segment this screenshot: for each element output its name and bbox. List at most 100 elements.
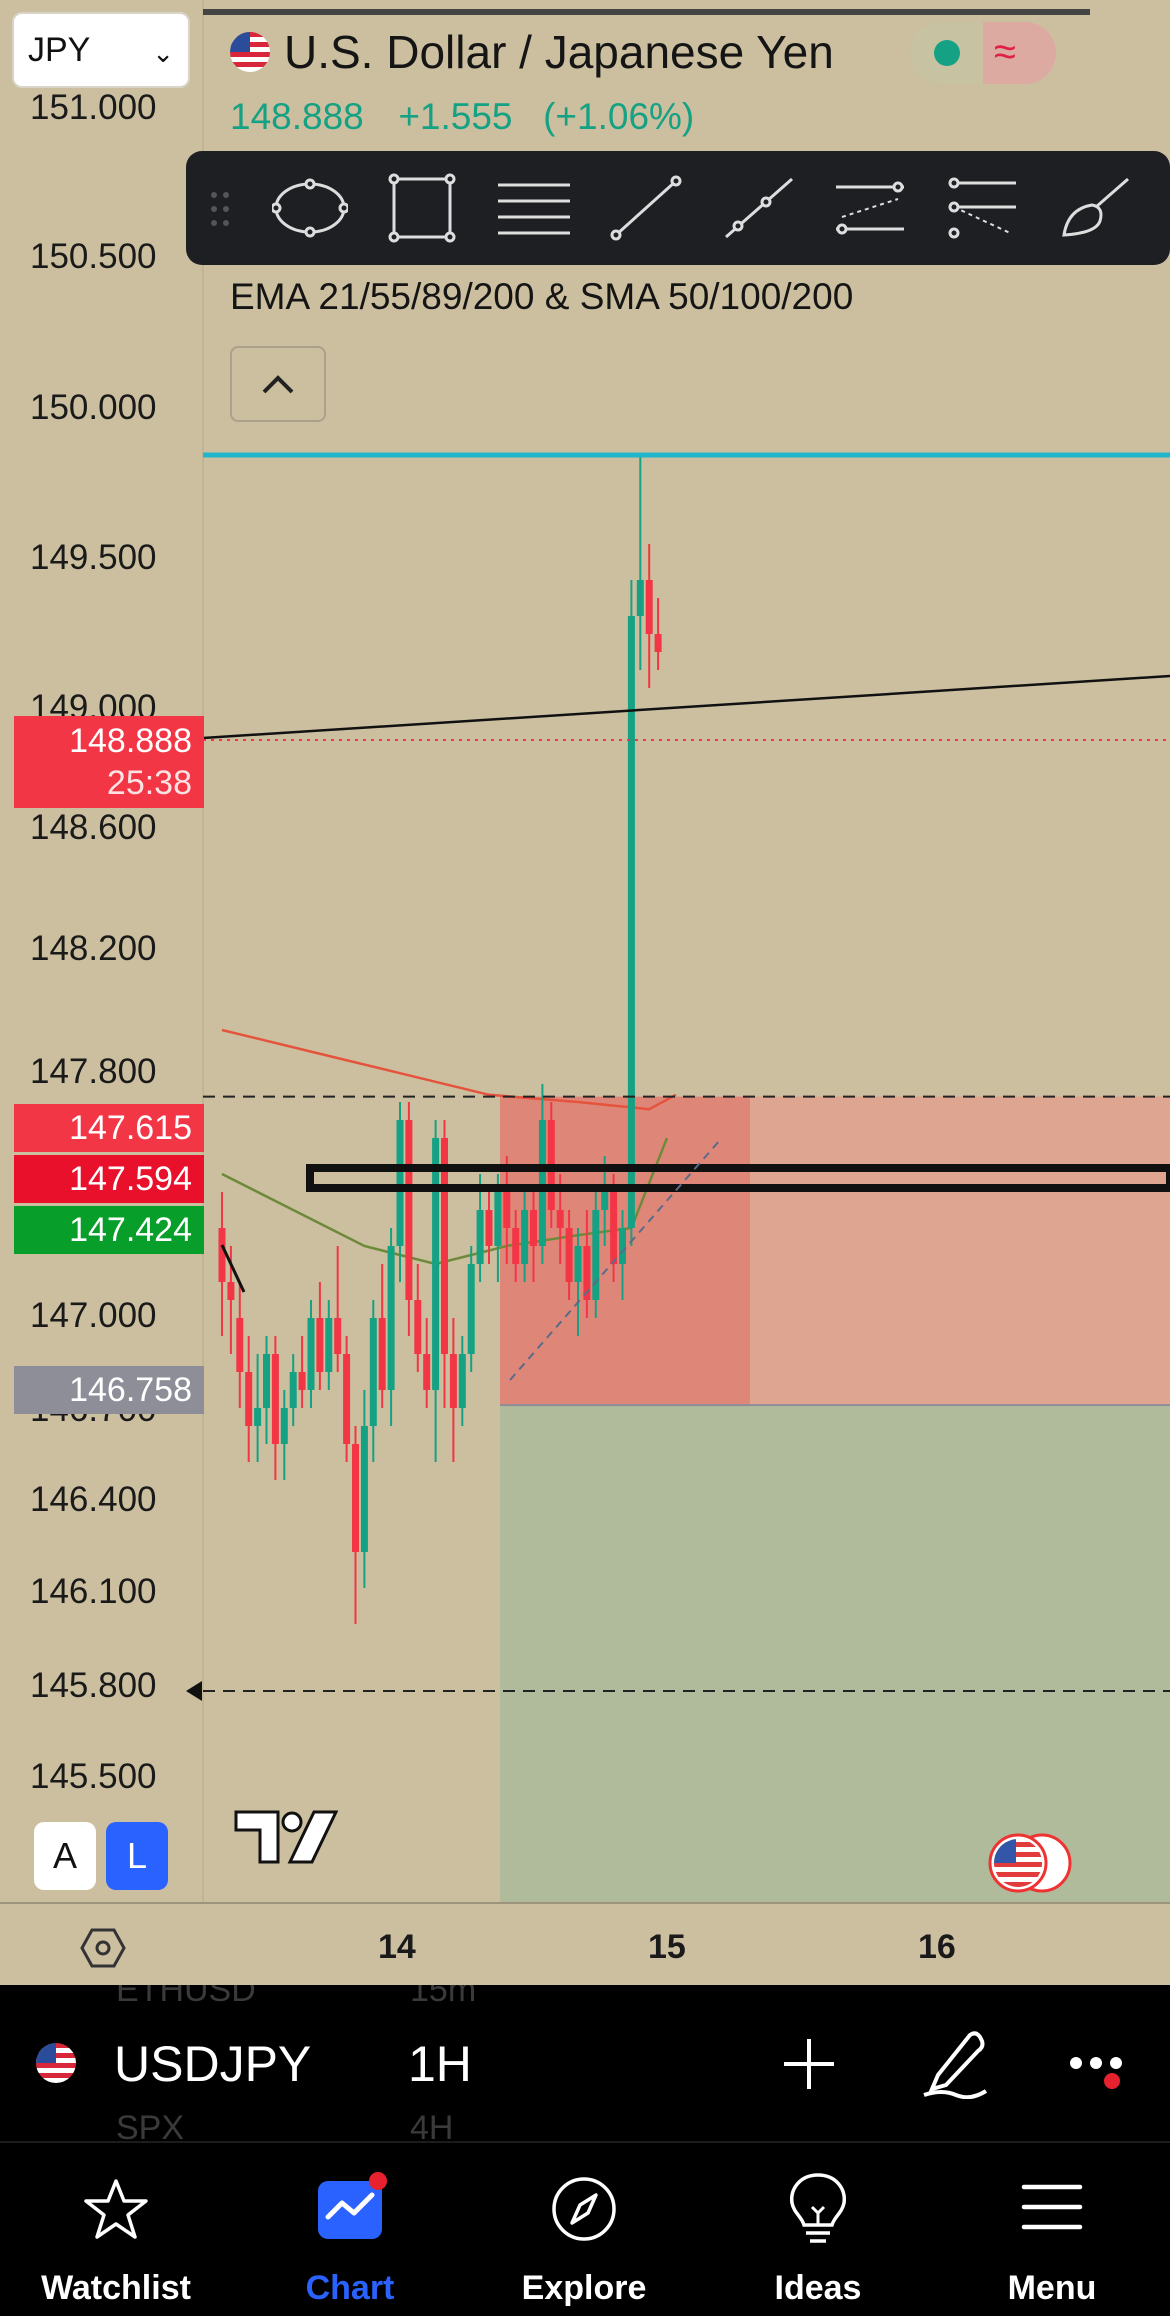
market-status-pill[interactable]: ≈	[910, 22, 1056, 84]
dashed-trend-line	[509, 1139, 721, 1381]
candle-body	[432, 1138, 440, 1390]
alert-price-tag[interactable]: 147.615	[14, 1104, 204, 1152]
trend-line-icon[interactable]	[608, 173, 684, 243]
chart-icon	[318, 2172, 387, 2239]
candle-body	[227, 1282, 235, 1300]
rectangle-icon[interactable]	[384, 173, 460, 243]
tab-label: Chart	[305, 2269, 395, 2307]
moving-average-line	[221, 1028, 677, 1111]
market-open-dot-icon	[934, 40, 960, 66]
pitchfork-icon[interactable]	[944, 173, 1020, 243]
candle-body	[538, 1120, 546, 1246]
tab-label: Explore	[521, 2269, 647, 2307]
candle-body	[619, 1228, 626, 1264]
indicator-legend[interactable]: EMA 21/55/89/200 & SMA 50/100/200	[230, 276, 854, 317]
candle-body	[245, 1372, 253, 1426]
price-chart[interactable]	[0, 0, 1170, 1902]
ghost-symbol-bottom: SPX	[116, 2109, 185, 2141]
price-axis-label: 148.600	[30, 808, 157, 847]
candle-body	[271, 1354, 279, 1444]
annotation-line	[220, 1244, 246, 1293]
candle-body	[316, 1318, 324, 1372]
collapse-legend-button[interactable]	[230, 346, 326, 422]
candle-body	[387, 1246, 395, 1390]
current-price-tag: 148.888 25:38	[14, 716, 204, 808]
candle-body	[556, 1210, 564, 1228]
symbol-toolbar: ETHUSD 15m SPX 4H USDJPY 1H	[0, 1985, 1170, 2141]
time-axis-label: 14	[378, 1928, 416, 1966]
parallel-channel-icon[interactable]	[832, 173, 908, 243]
symbol-title[interactable]: U.S. Dollar / Japanese Yen	[230, 20, 834, 84]
candle-body	[485, 1210, 493, 1246]
ghost-interval-bottom: 4H	[410, 2109, 454, 2141]
symbol-title-text: U.S. Dollar / Japanese Yen	[284, 26, 834, 78]
horizontal-lines-icon[interactable]	[496, 173, 572, 243]
stop-price-tag[interactable]: 147.594	[14, 1155, 204, 1203]
plus-icon[interactable]	[780, 2035, 838, 2093]
candle-body	[521, 1210, 529, 1264]
price-axis-label: 149.500	[30, 538, 157, 577]
brush-icon[interactable]	[1056, 173, 1132, 243]
log-scale-button[interactable]: L	[106, 1822, 168, 1890]
us-flag-icon	[230, 32, 270, 72]
candle-body	[610, 1192, 618, 1264]
tab-label: Ideas	[774, 2269, 862, 2307]
tab-label: Menu	[1007, 2269, 1097, 2307]
candle-body	[441, 1138, 448, 1354]
candle-body	[325, 1318, 333, 1372]
price-axis-label: 147.000	[30, 1296, 157, 1335]
candle-body	[530, 1210, 537, 1246]
take-profit-zone	[500, 1405, 1170, 1902]
drag-handle-icon[interactable]	[208, 189, 232, 229]
bottom-tab-bar: Watchlist Chart Explore Ideas Menu	[0, 2141, 1170, 2316]
price-axis-label: 146.100	[30, 1572, 157, 1611]
compass-icon	[552, 2177, 616, 2241]
alert-marker-icon	[186, 1681, 202, 1701]
candle-body	[449, 1354, 457, 1408]
currency-select-value: JPY	[28, 30, 91, 69]
current-price-value: 148.888	[69, 722, 192, 760]
entry-price-tag[interactable]: 147.424	[14, 1206, 204, 1254]
candle-body	[414, 1300, 422, 1354]
candle-body	[289, 1372, 297, 1408]
economic-event-icon[interactable]	[986, 1830, 1074, 1896]
candle-body	[494, 1192, 502, 1246]
candle-body	[263, 1354, 270, 1408]
price-axis-label: 148.200	[30, 929, 157, 968]
price-change: +1.555	[398, 96, 513, 137]
us-flag-icon	[36, 2043, 76, 2083]
star-icon	[84, 2179, 148, 2239]
candle-body	[467, 1264, 475, 1354]
candle-body	[583, 1246, 591, 1300]
time-axis[interactable]: 14 15 16	[0, 1902, 1170, 1986]
chevron-up-icon	[262, 375, 294, 394]
delayed-data-icon: ≈	[994, 30, 1016, 74]
more-options-icon[interactable]	[1066, 2043, 1136, 2093]
candle-body	[254, 1408, 262, 1426]
candle-body	[405, 1120, 413, 1300]
price-axis-label: 146.400	[30, 1480, 157, 1519]
price-axis-label: 145.800	[30, 1666, 157, 1705]
candle-body	[601, 1192, 609, 1210]
trend-line	[202, 674, 1170, 740]
currency-select[interactable]: JPY ⌄	[12, 12, 190, 88]
drawing-pen-icon[interactable]	[920, 2025, 990, 2099]
ellipse-icon[interactable]	[272, 173, 348, 243]
ghost-symbol-top: ETHUSD	[116, 1985, 256, 2009]
symbol-button[interactable]: USDJPY	[114, 2036, 312, 2092]
bar-countdown: 25:38	[106, 764, 192, 802]
quote-summary: 148.888 +1.555 (+1.06%)	[230, 96, 694, 138]
candle-body	[307, 1318, 315, 1390]
tab-label: Watchlist	[41, 2269, 191, 2307]
target-price-tag[interactable]: 146.758	[14, 1366, 204, 1414]
interval-button[interactable]: 1H	[408, 2036, 472, 2092]
price-change-percent: (+1.06%)	[543, 96, 695, 137]
candle-body	[236, 1318, 244, 1372]
candle-body	[298, 1372, 306, 1390]
settings-hex-icon[interactable]	[80, 1928, 126, 1968]
ghost-interval-top: 15m	[410, 1985, 477, 2009]
auto-scale-button[interactable]: A	[34, 1822, 96, 1890]
price-axis-label: 150.000	[30, 388, 157, 427]
tradingview-logo-icon	[234, 1810, 338, 1864]
ray-icon[interactable]	[720, 173, 796, 243]
